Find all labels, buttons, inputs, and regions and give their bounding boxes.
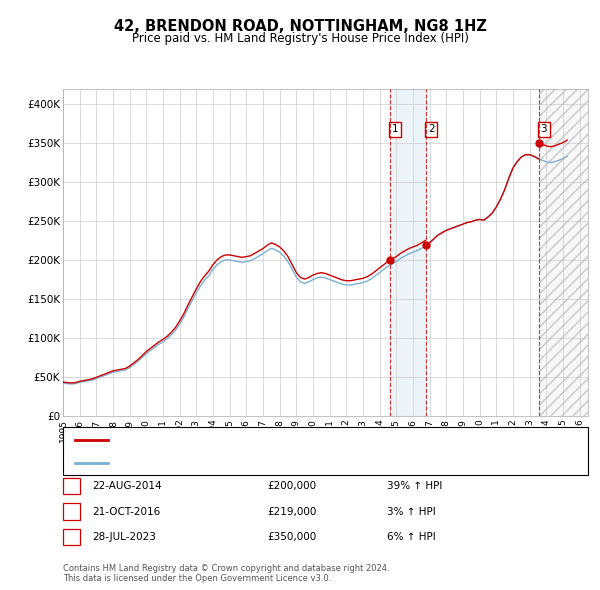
Text: 6% ↑ HPI: 6% ↑ HPI <box>387 532 436 542</box>
Bar <box>539 88 588 416</box>
Text: 1: 1 <box>68 481 75 491</box>
Bar <box>539 88 588 416</box>
Text: HPI: Average price, detached house, City of Nottingham: HPI: Average price, detached house, City… <box>114 458 406 468</box>
Text: Contains HM Land Registry data © Crown copyright and database right 2024.
This d: Contains HM Land Registry data © Crown c… <box>63 563 389 583</box>
Text: 28-JUL-2023: 28-JUL-2023 <box>92 532 155 542</box>
Text: 22-AUG-2014: 22-AUG-2014 <box>92 481 161 491</box>
Text: Price paid vs. HM Land Registry's House Price Index (HPI): Price paid vs. HM Land Registry's House … <box>131 32 469 45</box>
Text: £350,000: £350,000 <box>267 532 316 542</box>
Text: 3: 3 <box>541 124 547 135</box>
Text: 2: 2 <box>428 124 434 135</box>
Text: 39% ↑ HPI: 39% ↑ HPI <box>387 481 442 491</box>
Text: 21-OCT-2016: 21-OCT-2016 <box>92 507 160 516</box>
Bar <box>391 88 427 416</box>
Text: 42, BRENDON ROAD, NOTTINGHAM, NG8 1HZ (detached house): 42, BRENDON ROAD, NOTTINGHAM, NG8 1HZ (d… <box>114 435 446 444</box>
Text: £219,000: £219,000 <box>267 507 316 516</box>
Text: 1: 1 <box>392 124 398 135</box>
Text: 2: 2 <box>68 507 75 516</box>
Text: 42, BRENDON ROAD, NOTTINGHAM, NG8 1HZ: 42, BRENDON ROAD, NOTTINGHAM, NG8 1HZ <box>113 19 487 34</box>
Text: £200,000: £200,000 <box>267 481 316 491</box>
Text: 3: 3 <box>68 532 75 542</box>
Text: 3% ↑ HPI: 3% ↑ HPI <box>387 507 436 516</box>
